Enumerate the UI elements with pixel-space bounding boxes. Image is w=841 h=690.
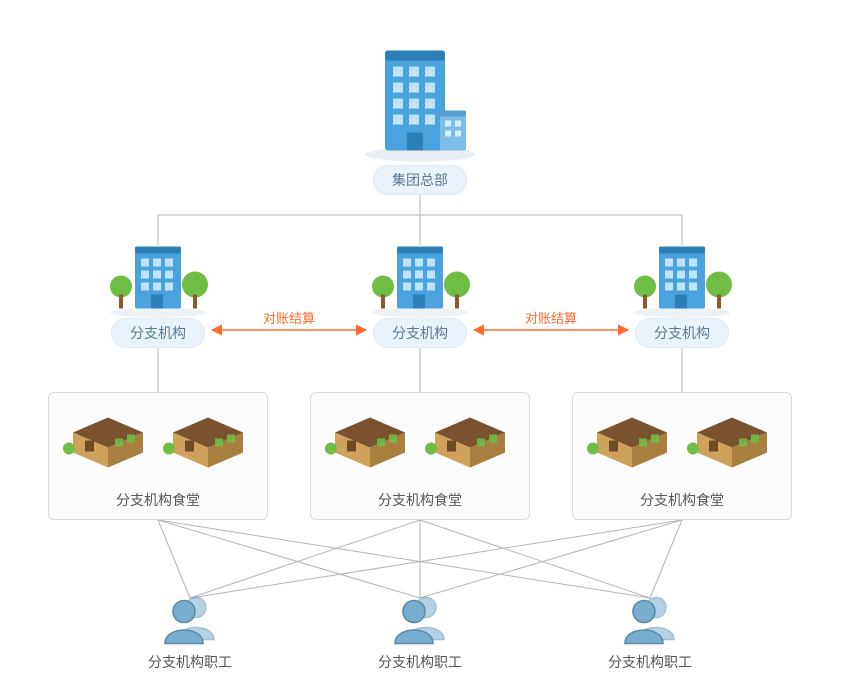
edge-label-1: 对账结算 — [263, 308, 315, 327]
staff2-icon — [392, 594, 448, 651]
branch3-label: 分支机构 — [635, 318, 729, 348]
branch3-icon — [627, 237, 737, 324]
edge-label-2: 对账结算 — [525, 308, 577, 327]
canteen2a-icon — [325, 403, 415, 478]
staff1-label: 分支机构职工 — [148, 652, 232, 672]
hq-label: 集团总部 — [373, 165, 467, 195]
branch1-icon — [103, 237, 213, 324]
canteen2b-icon — [425, 403, 515, 478]
branch1-label: 分支机构 — [111, 318, 205, 348]
canteen2-label: 分支机构食堂 — [378, 490, 462, 510]
hq-building-icon — [355, 33, 485, 168]
canteen1b-icon — [163, 403, 253, 478]
canteen3a-icon — [587, 403, 677, 478]
canteen3b-icon — [687, 403, 777, 478]
staff1-icon — [162, 594, 218, 651]
branch2-label: 分支机构 — [373, 318, 467, 348]
staff2-label: 分支机构职工 — [378, 652, 462, 672]
canteen1-label: 分支机构食堂 — [116, 490, 200, 510]
staff3-label: 分支机构职工 — [608, 652, 692, 672]
staff3-icon — [622, 594, 678, 651]
branch2-icon — [365, 237, 475, 324]
canteen3-label: 分支机构食堂 — [640, 490, 724, 510]
canteen1a-icon — [63, 403, 153, 478]
